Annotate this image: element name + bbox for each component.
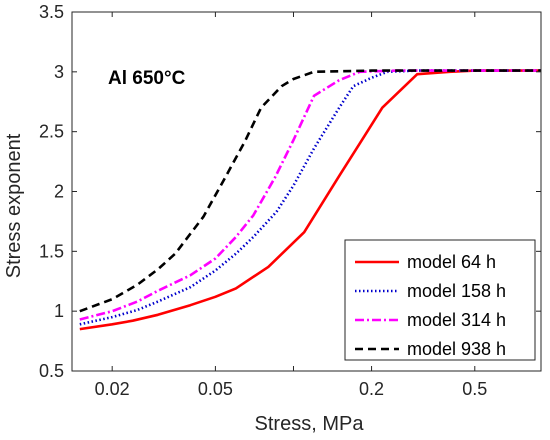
y-tick-label: 2.5 [39,122,64,142]
y-tick-label: 1 [54,301,64,321]
y-tick-label: 0.5 [39,361,64,381]
y-axis-label: Stress exponent [3,133,25,278]
series-line-4 [79,69,541,313]
series-line-3 [79,69,541,321]
legend-label-3: model 314 h [407,310,506,330]
series-layer [79,69,541,331]
x-tick-label: 0.02 [95,379,130,399]
plot-area: 0.5 1 1.5 2 2.5 3 3.5 0.02 0.05 0.2 0.5 [39,2,542,399]
legend: model 64 h model 158 h model 314 h model 93… [344,239,536,361]
x-tick-label: 0.05 [198,379,233,399]
y-tick-label: 1.5 [39,241,64,261]
legend-label-2: model 158 h [407,281,506,301]
y-tick-label: 2 [54,182,64,202]
y-tick-label: 3 [54,62,64,82]
legend-label-4: model 938 h [407,339,506,359]
y-tick-label: 3.5 [39,2,64,22]
x-tick-label: 0.2 [359,379,384,399]
legend-label-1: model 64 h [407,252,496,272]
legend-box [344,239,536,361]
chart-annotation: Al 650°C [108,68,186,89]
ticks-layer: 0.5 1 1.5 2 2.5 3 3.5 0.02 0.05 0.2 0.5 [39,2,541,399]
x-tick-label: 0.5 [462,379,487,399]
x-axis-label: Stress, MPa [255,413,365,435]
